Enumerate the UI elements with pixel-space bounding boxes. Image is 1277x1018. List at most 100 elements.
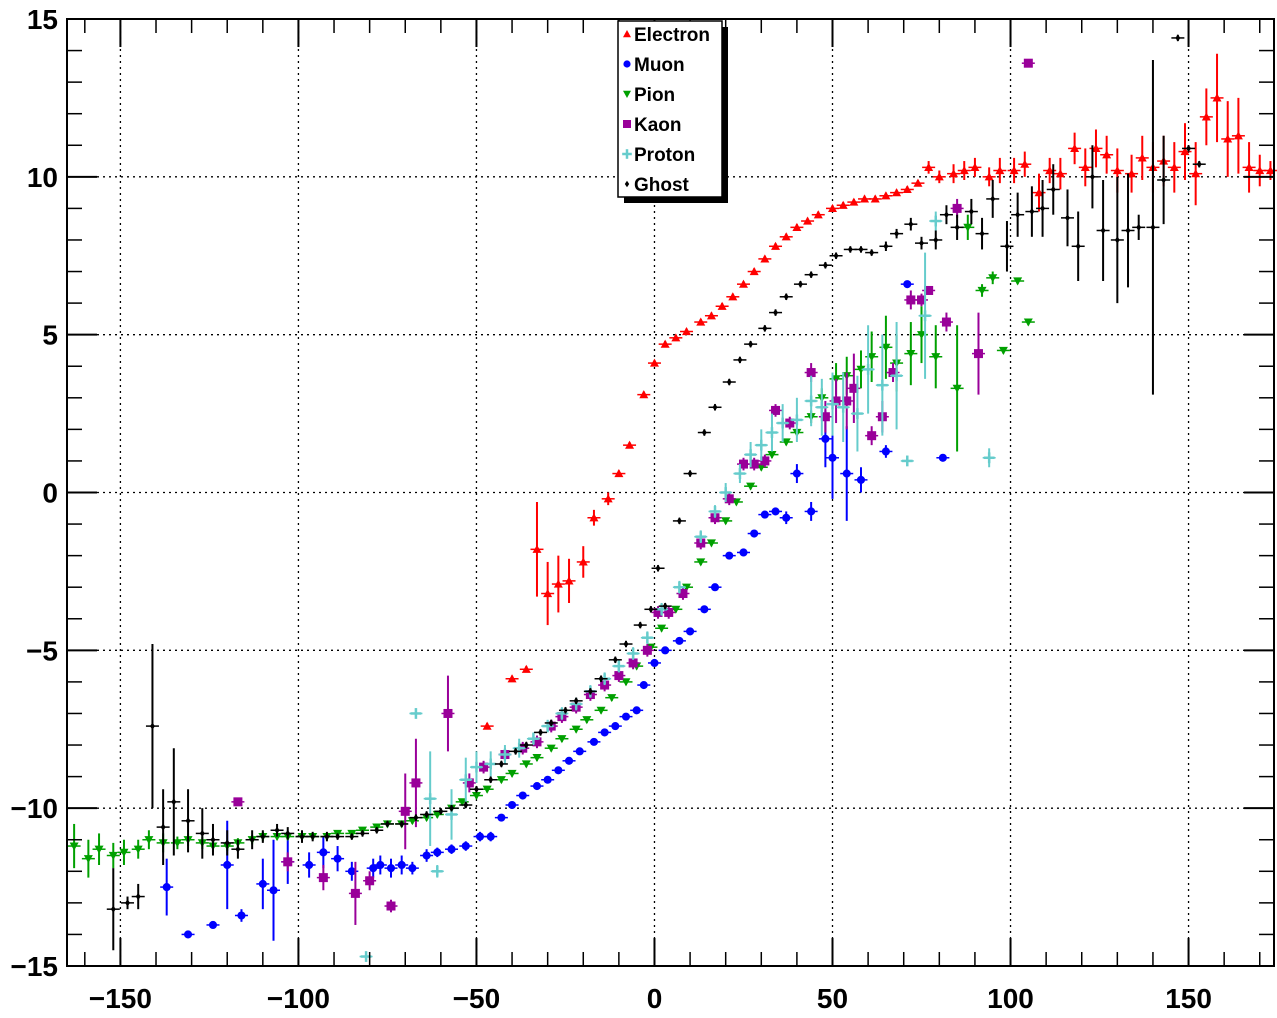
ghost-point [722,378,736,386]
electron-point [769,241,783,250]
pion-marker [119,848,129,857]
ghost-point [758,324,772,332]
ghost-marker [235,845,241,853]
x-tick-label: −50 [453,983,501,1014]
muon-marker [554,766,563,775]
electron-point [1189,142,1203,206]
pion-point [469,791,483,801]
ghost-marker [773,308,779,317]
ghost-point [644,605,658,613]
ghost-point [854,245,868,254]
electron-point [637,390,651,399]
ghost-point [818,261,832,269]
ghost-marker [110,905,116,913]
electron-marker [696,317,706,326]
electron-marker [1244,162,1254,171]
ghost-marker [438,807,444,815]
electron-marker [970,162,980,171]
electron-marker [1070,143,1080,153]
kaon-marker [318,873,328,883]
pion-point [530,754,544,763]
proton-point [626,647,640,660]
ghost-marker [883,242,889,250]
kaon-marker [973,349,983,359]
ghost-point [1085,145,1099,209]
muon-marker [422,851,431,860]
ghost-point [1182,144,1196,153]
muon-marker [543,775,552,784]
ghost-marker [1161,176,1167,184]
ghost-point [915,236,929,250]
ghost-point [459,801,473,809]
electron-point [519,664,533,673]
pion-marker [422,814,432,823]
electron-marker [728,292,738,301]
ghost-point [929,230,943,250]
muon-marker [589,737,598,746]
muon-marker [821,434,830,443]
ghost-point [744,340,758,348]
kaon-point [769,404,783,417]
pion-marker [682,583,692,592]
ghost-marker [748,340,754,348]
electron-marker [1169,162,1179,171]
kaon-marker [952,203,962,213]
muon-marker [518,791,527,800]
kaon-point [316,864,330,891]
kaon-marker [842,396,852,406]
electron-marker [1055,169,1065,178]
ghost-marker [488,776,494,784]
ghost-point [281,827,295,840]
electron-point [1167,142,1181,193]
muon-point [373,855,387,875]
electron-point [932,170,946,184]
electron-point [1068,132,1082,165]
electron-marker [649,358,659,367]
electron-marker [984,172,994,181]
muon-marker [650,658,659,668]
ghost-point [594,675,608,683]
ghost-marker [135,892,141,901]
electron-point [982,167,996,187]
ghost-marker [249,836,255,844]
electron-marker [1034,188,1044,197]
pion-marker [657,624,667,633]
electron-marker [639,390,649,399]
proton-marker [755,439,767,451]
kaon-marker [386,901,396,911]
proton-marker [471,761,482,773]
pion-point [605,694,619,703]
electron-marker [1080,162,1090,171]
electron-marker [1201,112,1211,121]
electron-marker [738,279,748,288]
ghost-marker [274,826,280,834]
electron-point [1078,148,1092,187]
pion-marker [963,223,973,232]
electron-point [1135,135,1149,180]
ghost-marker [833,252,839,260]
kaon-marker [696,538,706,548]
ghost-point [1000,221,1014,272]
ghost-marker [858,245,864,254]
muon-point [551,766,565,775]
ghost-point [331,832,345,841]
x-tick-label: −100 [267,983,330,1014]
ghost-marker [822,261,828,269]
kaon-marker [614,671,624,681]
proton-marker [460,774,472,786]
kaon-marker [400,806,410,816]
ghost-marker [199,829,205,838]
muon-marker [842,469,851,478]
muon-marker [258,879,267,888]
ghost-marker [562,706,568,714]
proton-point [744,441,758,468]
electron-point [747,267,761,276]
muon-point [779,511,793,525]
muon-marker [903,280,912,289]
muon-point [598,728,612,737]
ghost-marker [869,248,875,257]
legend-marker-proton [622,149,632,159]
muon-point [840,426,854,521]
ghost-point [683,469,697,478]
muon-point [769,507,783,516]
